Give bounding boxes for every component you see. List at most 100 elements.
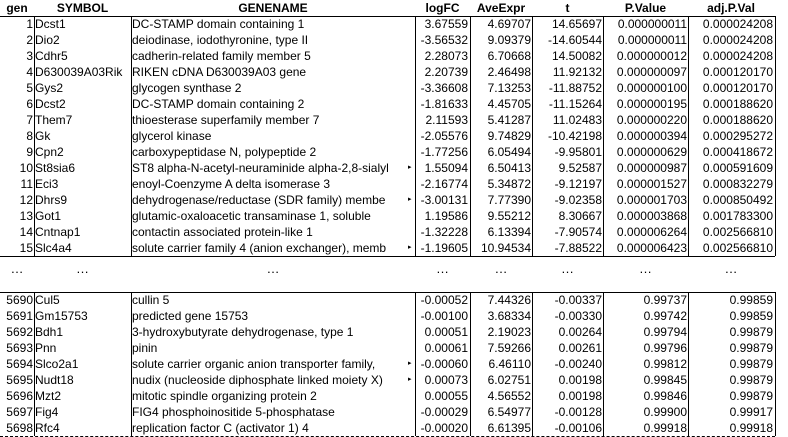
table-cell[interactable]: 0.99846 [643,389,687,403]
table-cell[interactable]: glycogen synthase 2 [132,81,242,95]
table-cell[interactable]: 5694 [6,357,33,371]
table-cell[interactable]: FIG4 phosphoinositide 5-phosphatase [132,405,335,419]
table-cell[interactable]: 0.99918 [729,421,773,435]
table-cell[interactable]: 7.77390 [487,193,531,207]
table-cell[interactable]: 6.54977 [487,405,531,419]
table-cell[interactable]: 0.99900 [643,405,687,419]
table-cell[interactable]: 5.34872 [487,177,531,191]
table-cell[interactable]: 5.41287 [487,113,531,127]
table-cell[interactable]: 1.19586 [424,209,468,223]
table-cell[interactable]: deiodinase, iodothyronine, type II [132,33,309,47]
table-cell[interactable]: … [10,261,24,276]
table-cell[interactable]: 0.000000012 [616,49,687,63]
table-cell[interactable]: 6.50413 [487,161,531,175]
table-cell[interactable]: 14.50082 [551,49,602,63]
table-cell[interactable]: -2.05576 [420,129,468,143]
table-cell[interactable]: 1 [26,17,33,31]
table-cell[interactable]: predicted gene 15753 [132,309,249,323]
table-cell[interactable]: glycerol kinase [132,129,212,143]
table-cell[interactable]: solute carrier family 4 (anion exchanger… [132,241,387,255]
table-cell[interactable]: 0.00055 [424,389,468,403]
table-cell[interactable]: 0.000850492 [702,193,773,207]
table-cell[interactable]: 0.99918 [643,421,687,435]
table-cell[interactable]: 2.28073 [424,49,468,63]
table-cell[interactable]: 0.99879 [729,357,773,371]
table-cell[interactable]: -1.32228 [420,225,468,239]
table-cell[interactable]: -0.00060 [420,357,468,371]
table-cell[interactable]: 2.20739 [424,65,468,79]
table-cell[interactable]: 5695 [6,373,33,387]
table-cell[interactable]: 0.00073 [424,373,468,387]
table-cell[interactable]: 0.99879 [729,389,773,403]
table-cell[interactable]: 8.30667 [558,209,602,223]
table-cell[interactable]: 5693 [6,341,33,355]
table-cell[interactable]: DC-STAMP domain containing 2 [132,97,305,111]
table-cell[interactable]: 0.000000011 [617,17,687,31]
table-cell[interactable]: -3.36608 [420,81,468,95]
table-cell[interactable]: 9.55212 [487,209,531,223]
table-cell[interactable]: 0.000024208 [702,17,773,31]
table-cell[interactable]: 6.13394 [487,225,531,239]
table-cell[interactable]: Gk [35,129,51,143]
table-cell[interactable]: 7 [26,113,33,127]
table-cell[interactable]: 11.92132 [552,65,602,79]
header-pvalue[interactable]: P.Value [624,1,667,15]
table-cell[interactable]: ST8 alpha-N-acetyl-neuraminide alpha-2,8… [132,161,389,175]
table-cell[interactable]: RIKEN cDNA D630039A03 gene [132,65,307,79]
table-cell[interactable]: Fig4 [35,405,59,419]
table-cell[interactable]: 0.000000987 [616,161,687,175]
table-cell[interactable]: 0.99879 [729,341,773,355]
table-cell[interactable]: DC-STAMP domain containing 1 [132,17,305,31]
table-cell[interactable]: 6.05494 [487,145,531,159]
table-cell[interactable]: -3.56532 [420,33,468,47]
table-cell[interactable]: 0.99879 [729,373,773,387]
table-cell[interactable]: 0.99796 [643,341,687,355]
table-cell[interactable]: -3.00131 [420,193,468,207]
table-cell[interactable]: 0.000024208 [702,49,773,63]
table-cell[interactable]: -1.77256 [420,145,468,159]
table-cell[interactable]: 10 [19,161,33,175]
table-cell[interactable]: 9.74829 [487,129,531,143]
table-cell[interactable]: -0.00128 [554,405,602,419]
table-cell[interactable]: -7.90574 [554,225,602,239]
table-cell[interactable]: 15 [19,241,33,255]
table-cell[interactable]: Nudt18 [35,373,74,387]
table-cell[interactable]: 0.000000011 [617,33,687,47]
table-cell[interactable]: 0.000000195 [616,97,687,111]
table-cell[interactable]: 2 [26,33,33,47]
table-cell[interactable]: contactin associated protein-like 1 [132,225,313,239]
table-cell[interactable]: … [724,261,738,276]
table-cell[interactable]: 4.45705 [487,97,531,111]
table-cell[interactable]: 5690 [6,293,33,307]
table-cell[interactable]: -9.95801 [554,145,602,159]
table-cell[interactable]: … [266,261,280,276]
table-cell[interactable]: carboxypeptidase N, polypeptide 2 [132,145,317,159]
table-cell[interactable]: 9 [26,145,33,159]
table-cell[interactable]: 0.000006264 [616,225,687,239]
table-cell[interactable]: 0.99742 [643,309,687,323]
table-cell[interactable]: 3 [26,49,33,63]
table-cell[interactable]: 3.67559 [424,17,468,31]
table-cell[interactable]: 0.000000097 [616,65,687,79]
table-cell[interactable]: 0.99737 [643,293,687,307]
table-cell[interactable]: 5692 [6,325,33,339]
table-cell[interactable]: Pnn [35,341,57,355]
header-aveexpr[interactable]: AveExpr [476,1,526,15]
table-cell[interactable]: 5 [26,81,33,95]
table-cell[interactable]: solute carrier organic anion transporter… [132,357,376,371]
table-cell[interactable]: -14.60544 [547,33,602,47]
table-cell[interactable]: 6.61395 [487,421,531,435]
table-cell[interactable]: 0.99812 [643,357,687,371]
table-cell[interactable]: … [436,261,449,276]
table-cell[interactable]: 2.46498 [487,65,531,79]
table-cell[interactable]: 0.000000100 [616,81,687,95]
table-cell[interactable]: … [639,261,652,276]
table-cell[interactable]: 6.70668 [487,49,531,63]
table-cell[interactable]: 8 [26,129,33,143]
table-cell[interactable]: 0.00198 [558,389,602,403]
table-cell[interactable]: enoyl-Coenzyme A delta isomerase 3 [132,177,331,191]
table-cell[interactable]: replication factor C (activator 1) 4 [132,421,309,435]
table-cell[interactable]: -11.15264 [548,97,602,111]
table-cell[interactable]: 9.52587 [558,161,602,175]
table-cell[interactable]: Cntnap1 [35,225,81,239]
